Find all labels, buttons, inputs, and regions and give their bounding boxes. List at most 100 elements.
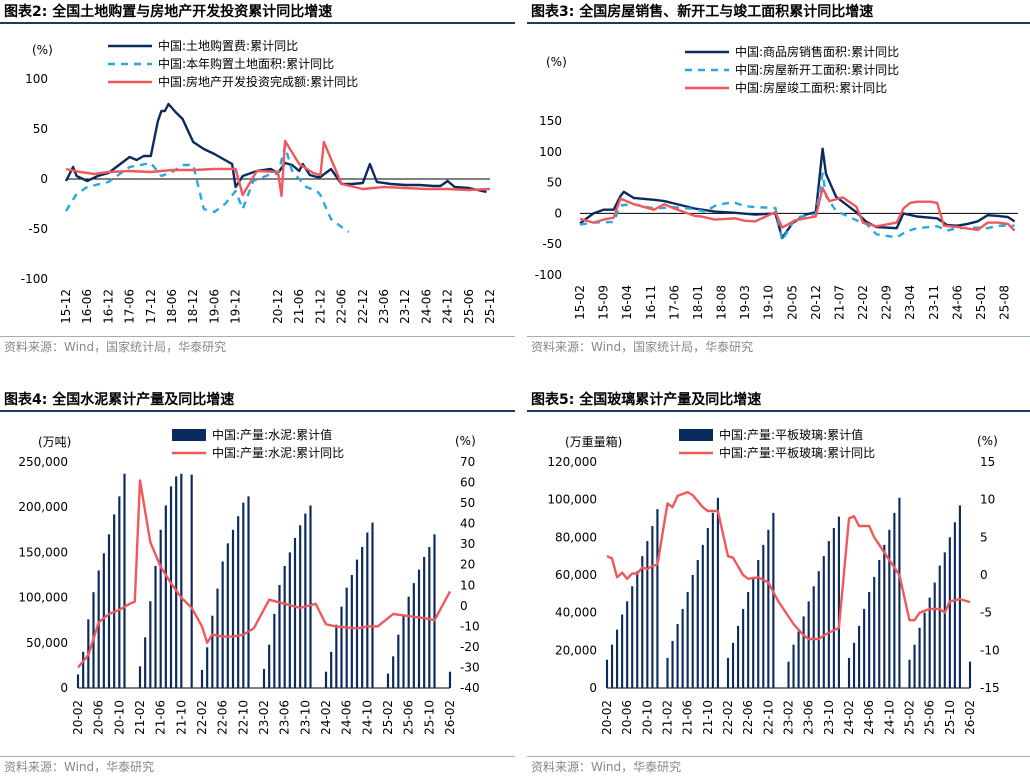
bar (82, 651, 85, 688)
x-tick-label: 20-02 (71, 700, 85, 735)
y-tick-label: 60,000 (555, 568, 597, 582)
legend-label: 中国:土地购置费:累计同比 (158, 38, 298, 53)
y-tick-label: -50 (28, 222, 48, 236)
chart-title: 图表5: 全国玻璃累计产量及同比增速 (527, 388, 1030, 412)
bar (97, 570, 100, 688)
x-tick-label: 16-11 (644, 285, 658, 320)
bar (247, 496, 250, 688)
bar (908, 659, 911, 688)
bar (656, 509, 659, 688)
bar (696, 559, 699, 688)
bar (397, 634, 400, 688)
x-tick-label: 24-06 (862, 700, 876, 735)
y2-tick-label: 5 (980, 530, 988, 544)
bar (636, 571, 639, 688)
y2-tick-label: -10 (460, 619, 480, 633)
bar (898, 497, 901, 688)
bar (335, 624, 338, 688)
bar (216, 588, 219, 688)
bar (621, 614, 624, 688)
bar (913, 644, 916, 688)
bar (968, 661, 972, 688)
x-tick-label: 22-12 (356, 289, 370, 324)
x-tick-label: 20-06 (92, 700, 106, 735)
bar (797, 631, 800, 688)
x-tick-label: 22-10 (236, 700, 250, 735)
chart-panel-land: 图表2: 全国土地购置与房地产开发投资累计同比增速 (%) 100 50 0 -50 -1… (0, 0, 515, 360)
x-tick-label: 23-06 (278, 700, 292, 735)
bar (928, 597, 931, 688)
chart-svg: (%) 150 100 50 0 -50 -100 15-02 15-09 16-04 16-11 1… (535, 44, 1018, 320)
bar (787, 661, 790, 688)
bar (883, 544, 886, 688)
x-tick-label: 25-10 (422, 700, 436, 735)
x-tick-label: 16-06 (80, 289, 94, 324)
y-tick-label: 20,000 (555, 643, 597, 657)
bar (671, 640, 674, 688)
chart-panel-glass: 图表5: 全国玻璃累计产量及同比增速 (万重量箱) (%) 120,000 100,0… (527, 388, 1030, 778)
bar (711, 512, 714, 688)
bar (610, 644, 614, 688)
y2-tick-label: 15 (980, 455, 995, 469)
bar (386, 673, 390, 688)
bar (231, 529, 235, 688)
y-tick-label: 100 (25, 72, 48, 86)
x-tick-label: 24-02 (319, 700, 333, 735)
x-tick-label: 20-12 (271, 289, 285, 324)
y2-tick-label: 40 (460, 517, 475, 531)
x-tick-label: 18-08 (715, 285, 729, 320)
y-axis-unit: (%) (546, 55, 567, 69)
x-tick-label: 25-08 (998, 285, 1012, 320)
bar (923, 612, 926, 688)
bar (118, 496, 121, 688)
legend-label: 中国:产量:平板玻璃:累计值 (719, 427, 863, 442)
bar (676, 623, 679, 688)
bar (283, 565, 286, 688)
bar (948, 537, 951, 688)
bar (169, 486, 173, 688)
chart-svg: (%) 100 50 0 -50 -100 15-12 16-06 16-12 17-06 17-1… (21, 38, 497, 324)
x-tick-label: 25-02 (381, 700, 395, 735)
bar (837, 516, 840, 688)
x-tick-label: 25-01 (974, 285, 988, 320)
bar (747, 591, 750, 688)
y2-tick-label: -5 (980, 606, 992, 620)
bar (772, 512, 775, 688)
bar (330, 651, 333, 688)
x-tick-label: 17-06 (123, 289, 137, 324)
bar (190, 474, 193, 688)
x-tick-label: 24-06 (950, 285, 964, 320)
x-tick-label: 23-12 (398, 289, 412, 324)
y2-axis-unit: (%) (455, 434, 476, 448)
bar (123, 473, 126, 688)
bar (757, 559, 760, 688)
bar (221, 561, 224, 688)
bar (226, 543, 229, 688)
x-tick-label: 23-02 (782, 700, 796, 735)
bar (407, 596, 410, 688)
bar (752, 576, 755, 688)
x-tick-label: 23-06 (802, 700, 816, 735)
chart-panel-housing: 图表3: 全国房屋销售、新开工与竣工面积累计同比增速 (%) 150 100 50 0 -… (527, 0, 1030, 360)
x-tick-label: 22-09 (880, 285, 894, 320)
y2-tick-label: 50 (460, 496, 475, 510)
x-tick-label: 15-09 (597, 285, 611, 320)
bar (822, 556, 825, 688)
x-tick-label: 18-06 (165, 289, 179, 324)
bar (938, 565, 941, 688)
y2-tick-label: -40 (460, 681, 480, 695)
y-tick-label: 150,000 (18, 545, 68, 559)
y-tick-label: -100 (535, 268, 562, 282)
y-tick-label: -50 (542, 237, 562, 251)
legend-swatch (172, 429, 206, 441)
bar (943, 552, 946, 688)
x-tick-label: 24-10 (882, 700, 896, 735)
y-tick-label: 120,000 (547, 455, 597, 469)
chart-svg: (万吨) (%) 250,000 200,000 150,000 100,000 50,00… (18, 427, 480, 735)
chart-source: 资料来源：Wind，华泰研究 (0, 756, 515, 777)
y-axis-unit: (万重量箱) (565, 434, 622, 449)
x-tick-label: 24-12 (441, 289, 455, 324)
x-tick-label: 21-06 (292, 289, 306, 324)
bar (641, 556, 644, 688)
x-tick-label: 26-02 (443, 700, 457, 735)
